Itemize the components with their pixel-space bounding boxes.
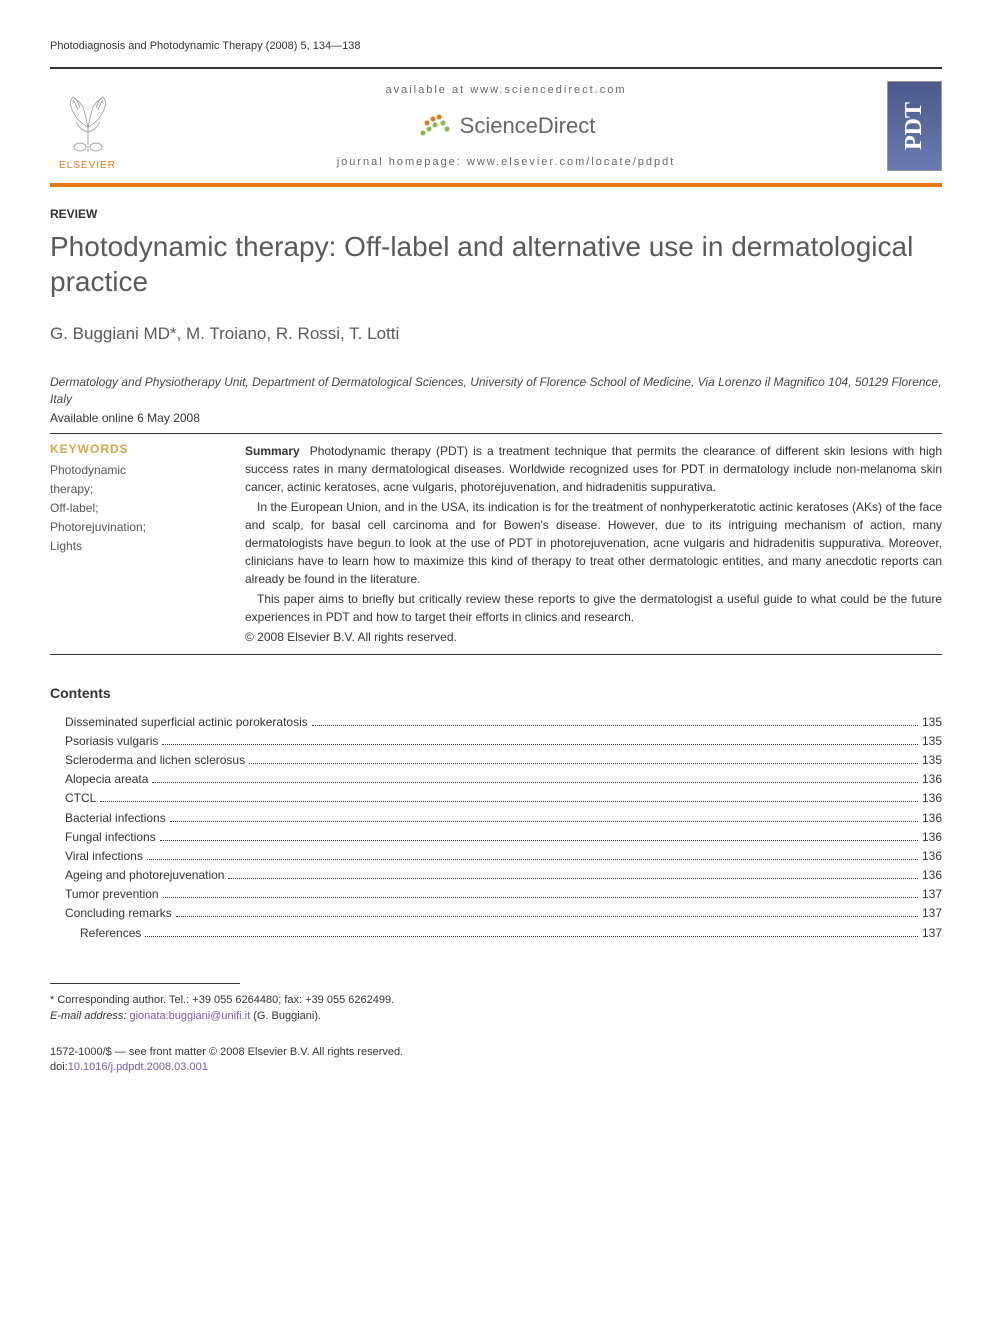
- toc-page: 137: [922, 924, 942, 943]
- authors-line: G. Buggiani MD*, M. Troiano, R. Rossi, T…: [50, 324, 942, 344]
- toc-item[interactable]: Viral infections 136: [65, 847, 942, 866]
- toc-item[interactable]: References 137: [65, 924, 942, 943]
- toc-item[interactable]: Bacterial infections 136: [65, 809, 942, 828]
- summary-label: Summary: [245, 444, 300, 458]
- footnote-divider: [50, 983, 240, 984]
- toc-dots: [147, 859, 918, 860]
- toc-label: Tumor prevention: [65, 885, 159, 904]
- toc-label: Concluding remarks: [65, 904, 172, 923]
- issn-copyright: 1572-1000/$ — see front matter © 2008 El…: [50, 1045, 942, 1060]
- contents-heading: Contents: [50, 685, 942, 701]
- toc-page: 136: [922, 847, 942, 866]
- email-suffix: (G. Buggiani).: [253, 1010, 321, 1022]
- article-title: Photodynamic therapy: Off-label and alte…: [50, 229, 942, 299]
- email-line: E-mail address: gionata.buggiani@unifi.i…: [50, 1008, 942, 1025]
- toc-label: Psoriasis vulgaris: [65, 732, 158, 751]
- toc-item[interactable]: Disseminated superficial actinic poroker…: [65, 713, 942, 732]
- available-online-date: Available online 6 May 2008: [50, 411, 942, 425]
- toc-label: References: [80, 924, 141, 943]
- sciencedirect-text: ScienceDirect: [460, 113, 596, 139]
- toc-page: 136: [922, 770, 942, 789]
- toc-label: Alopecia areata: [65, 770, 148, 789]
- toc-dots: [100, 801, 918, 802]
- abstract-copyright: © 2008 Elsevier B.V. All rights reserved…: [245, 628, 942, 646]
- elsevier-label: ELSEVIER: [59, 160, 116, 171]
- sciencedirect-logo: ScienceDirect: [145, 111, 867, 141]
- toc-dots: [152, 782, 918, 783]
- toc-page: 135: [922, 751, 942, 770]
- toc-page: 136: [922, 789, 942, 808]
- toc-item[interactable]: Tumor prevention 137: [65, 885, 942, 904]
- divider-bottom: [50, 654, 942, 655]
- journal-reference: Photodiagnosis and Photodynamic Therapy …: [50, 40, 942, 52]
- divider-top: [50, 433, 942, 434]
- doi-link[interactable]: 10.1016/j.pdpdt.2008.03.001: [68, 1061, 208, 1073]
- toc-dots: [249, 763, 918, 764]
- author-email[interactable]: gionata.buggiani@unifi.it: [129, 1010, 250, 1022]
- contents-section: Contents Disseminated superficial actini…: [50, 685, 942, 943]
- toc-dots: [163, 897, 918, 898]
- toc-label: Disseminated superficial actinic poroker…: [65, 713, 308, 732]
- cover-acronym: PDT: [901, 102, 928, 150]
- abstract-section: KEYWORDS Photodynamic therapy; Off-label…: [50, 442, 942, 646]
- affiliation: Dermatology and Physiotherapy Unit, Depa…: [50, 374, 942, 408]
- toc-item[interactable]: CTCL 136: [65, 789, 942, 808]
- toc-dots: [160, 840, 918, 841]
- summary-p1: SummaryPhotodynamic therapy (PDT) is a t…: [245, 442, 942, 496]
- toc-page: 135: [922, 713, 942, 732]
- toc-label: Fungal infections: [65, 828, 156, 847]
- toc-dots: [170, 821, 918, 822]
- toc-dots: [162, 744, 918, 745]
- toc-label: Bacterial infections: [65, 809, 166, 828]
- toc-page: 136: [922, 866, 942, 885]
- toc-page: 137: [922, 904, 942, 923]
- footnote: * Corresponding author. Tel.: +39 055 62…: [50, 992, 942, 1025]
- toc-page: 137: [922, 885, 942, 904]
- toc-label: Scleroderma and lichen sclerosus: [65, 751, 245, 770]
- keywords-heading: KEYWORDS: [50, 442, 220, 456]
- toc-item[interactable]: Scleroderma and lichen sclerosus 135: [65, 751, 942, 770]
- elsevier-logo: ELSEVIER: [50, 81, 125, 171]
- keywords-list: Photodynamic therapy; Off-label; Photore…: [50, 461, 220, 557]
- summary-p2: In the European Union, and in the USA, i…: [245, 498, 942, 588]
- article-type: REVIEW: [50, 207, 942, 221]
- toc-item[interactable]: Fungal infections 136: [65, 828, 942, 847]
- toc-label: Viral infections: [65, 847, 143, 866]
- doi-prefix: doi:: [50, 1061, 68, 1073]
- elsevier-tree-icon: [58, 92, 118, 157]
- toc-page: 136: [922, 809, 942, 828]
- journal-cover-thumbnail: PDT: [887, 81, 942, 171]
- keywords-box: KEYWORDS Photodynamic therapy; Off-label…: [50, 442, 220, 646]
- toc-dots: [312, 725, 918, 726]
- email-label: E-mail address:: [50, 1010, 126, 1022]
- toc-label: CTCL: [65, 789, 96, 808]
- doi-line: doi:10.1016/j.pdpdt.2008.03.001: [50, 1060, 942, 1075]
- summary-box: SummaryPhotodynamic therapy (PDT) is a t…: [245, 442, 942, 646]
- publisher-header: ELSEVIER available at www.sciencedirect.…: [50, 67, 942, 187]
- toc-dots: [145, 936, 918, 937]
- toc-page: 135: [922, 732, 942, 751]
- toc-dots: [228, 878, 918, 879]
- homepage-text: journal homepage: www.elsevier.com/locat…: [145, 156, 867, 168]
- summary-text-1: Photodynamic therapy (PDT) is a treatmen…: [245, 444, 942, 494]
- sciencedirect-icon: [417, 111, 452, 141]
- header-center: available at www.sciencedirect.com Scien…: [125, 84, 887, 168]
- toc-item[interactable]: Psoriasis vulgaris 135: [65, 732, 942, 751]
- summary-p3: This paper aims to briefly but criticall…: [245, 590, 942, 626]
- toc-dots: [176, 916, 918, 917]
- toc-list: Disseminated superficial actinic poroker…: [50, 713, 942, 943]
- toc-item[interactable]: Ageing and photorejuvenation 136: [65, 866, 942, 885]
- toc-page: 136: [922, 828, 942, 847]
- available-text: available at www.sciencedirect.com: [145, 84, 867, 96]
- bottom-info: 1572-1000/$ — see front matter © 2008 El…: [50, 1045, 942, 1076]
- toc-label: Ageing and photorejuvenation: [65, 866, 224, 885]
- toc-item[interactable]: Alopecia areata 136: [65, 770, 942, 789]
- toc-item[interactable]: Concluding remarks 137: [65, 904, 942, 923]
- corresponding-author: * Corresponding author. Tel.: +39 055 62…: [50, 992, 942, 1009]
